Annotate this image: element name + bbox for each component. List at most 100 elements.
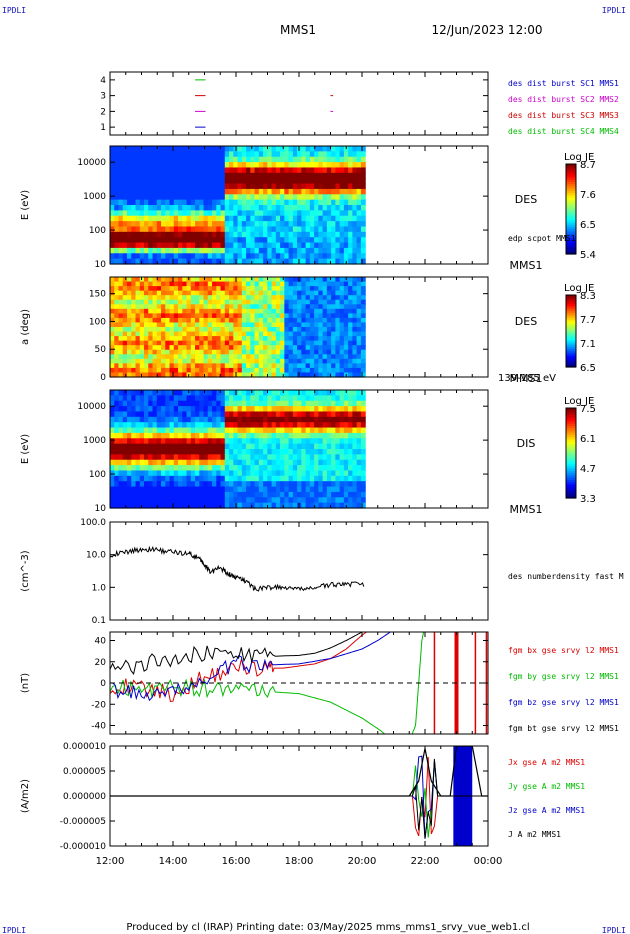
- spectrogram-cell: [280, 400, 285, 407]
- spectrogram-cell: [161, 416, 166, 423]
- spectrogram-cell: [263, 470, 268, 477]
- spectrogram-cell: [212, 205, 217, 211]
- spectrogram-cell: [360, 406, 366, 413]
- spectrogram-cell: [122, 491, 128, 498]
- spectrogram-cell: [122, 367, 128, 374]
- spectrogram-cell: [195, 215, 200, 222]
- spectrogram-cell: [195, 406, 200, 413]
- spectrogram-cell: [343, 481, 349, 488]
- spectrogram-cell: [263, 340, 268, 346]
- spectrogram-cell: [118, 406, 124, 413]
- spectrogram-cell: [190, 367, 196, 374]
- spectrogram-cell: [110, 481, 115, 488]
- spectrogram-cell: [297, 454, 302, 461]
- spectrogram-cell: [203, 199, 209, 206]
- spectrogram-cell: [135, 336, 141, 342]
- panel-6-lines: [110, 746, 488, 846]
- spectrogram-cell: [216, 210, 222, 217]
- spectrogram-cell: [284, 390, 290, 396]
- spectrogram-cell: [161, 486, 166, 493]
- spectrogram-cell: [331, 277, 336, 283]
- spectrogram-cell: [182, 390, 188, 396]
- spectrogram-cell: [356, 354, 362, 360]
- panel-1-colorbar-tick: 7.6: [580, 190, 596, 201]
- spectrogram-cell: [326, 340, 332, 346]
- spectrogram-cell: [292, 156, 298, 163]
- spectrogram-cell: [258, 290, 264, 296]
- spectrogram-cell: [356, 258, 362, 265]
- spectrogram-cell: [343, 443, 349, 450]
- spectrogram-cell: [229, 411, 234, 418]
- spectrogram-cell: [267, 432, 273, 439]
- spectrogram-cell: [195, 146, 200, 152]
- spectrogram-cell: [343, 221, 349, 228]
- spectrogram-cell: [199, 151, 205, 158]
- spectrogram-cell: [178, 317, 183, 324]
- spectrogram-cell: [169, 465, 175, 472]
- spectrogram-cell: [331, 317, 336, 324]
- spectrogram-cell: [139, 358, 145, 364]
- spectrogram-cell: [186, 322, 192, 328]
- spectrogram-cell: [165, 231, 171, 238]
- spectrogram-cell: [144, 367, 149, 374]
- spectrogram-cell: [224, 349, 230, 355]
- spectrogram-cell: [207, 358, 213, 364]
- spectrogram-cell: [233, 188, 239, 195]
- spectrogram-cell: [267, 221, 273, 228]
- spectrogram-cell: [148, 459, 154, 466]
- spectrogram-cell: [173, 363, 179, 369]
- spectrogram-cell: [314, 449, 319, 455]
- spectrogram-cell: [110, 162, 115, 169]
- spectrogram-cell: [326, 226, 332, 233]
- spectrogram-cell: [309, 497, 315, 504]
- spectrogram-cell: [280, 491, 285, 498]
- spectrogram-cell: [169, 247, 175, 254]
- spectrogram-cell: [271, 151, 277, 158]
- spectrogram-cell: [360, 304, 366, 310]
- spectrogram-cell: [352, 354, 358, 360]
- spectrogram-cell: [352, 156, 358, 163]
- spectrogram-cell: [297, 237, 302, 244]
- spectrogram-cell: [114, 281, 120, 287]
- spectrogram-cell: [288, 242, 294, 249]
- spectrogram-cell: [224, 416, 230, 423]
- spectrogram-cell: [322, 345, 328, 351]
- spectrogram-cell: [284, 395, 290, 402]
- spectrogram-cell: [178, 226, 183, 233]
- spectrogram-cell: [224, 427, 230, 434]
- spectrogram-cell: [331, 395, 336, 402]
- spectrogram-cell: [352, 358, 358, 364]
- spectrogram-cell: [360, 258, 366, 265]
- spectrogram-cell: [229, 336, 234, 342]
- spectrogram-cell: [241, 349, 247, 355]
- spectrogram-cell: [195, 253, 200, 260]
- spectrogram-cell: [148, 194, 154, 201]
- spectrogram-cell: [178, 358, 183, 364]
- spectrogram-cell: [190, 247, 196, 254]
- spectrogram-cell: [284, 486, 290, 493]
- spectrogram-cell: [127, 205, 132, 211]
- spectrogram-cell: [288, 367, 294, 374]
- spectrogram-cell: [114, 221, 120, 228]
- spectrogram-cell: [297, 475, 302, 482]
- spectrogram-cell: [339, 183, 345, 190]
- spectrogram-cell: [318, 172, 324, 179]
- spectrogram-cell: [258, 432, 264, 439]
- panel-5-ytick-label: 40: [95, 637, 107, 647]
- spectrogram-cell: [339, 449, 345, 455]
- spectrogram-cell: [118, 443, 124, 450]
- spectrogram-cell: [190, 242, 196, 249]
- spectrogram-cell: [280, 199, 285, 206]
- spectrogram-cell: [301, 395, 307, 402]
- spectrogram-cell: [258, 416, 264, 423]
- spectrogram-cell: [131, 304, 137, 310]
- spectrogram-cell: [331, 432, 336, 439]
- spectrogram-cell: [127, 178, 132, 185]
- spectrogram-cell: [267, 443, 273, 450]
- spectrogram-cell: [250, 258, 256, 265]
- spectrogram-cell: [207, 281, 213, 287]
- panel-2-colorbar-cell: [566, 334, 576, 337]
- spectrogram-cell: [203, 317, 209, 324]
- spectrogram-cell: [288, 470, 294, 477]
- spectrogram-cell: [203, 336, 209, 342]
